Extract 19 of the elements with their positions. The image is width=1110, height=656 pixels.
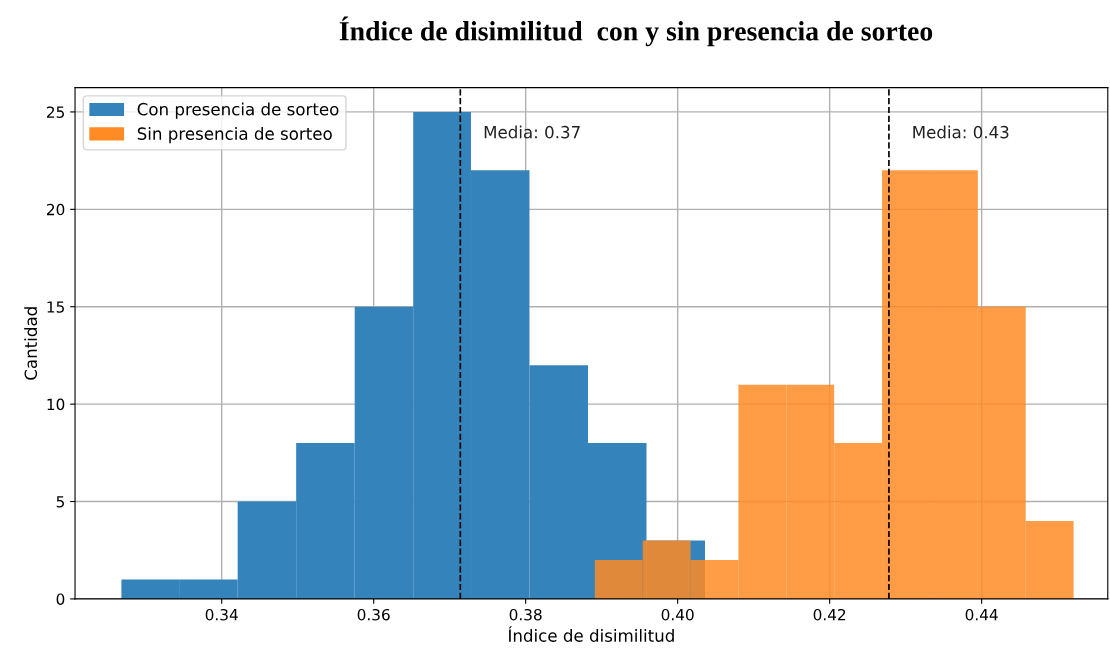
- x-tick-label: 0.34: [205, 608, 238, 621]
- y-tick-label: 0: [56, 593, 65, 605]
- y-tick-label: 15: [47, 301, 64, 313]
- y-tick-label: 25: [46, 106, 64, 118]
- x-tick-label: 0.38: [509, 608, 542, 621]
- legend-label: Con presencia de sorteo: [137, 102, 339, 119]
- y-tick-label: 20: [46, 203, 65, 216]
- x-tick-label: 0.42: [813, 608, 846, 621]
- legend-label: Sin presencia de sorteo: [137, 127, 332, 144]
- ref-line-label: Media: 0.37: [484, 125, 580, 139]
- x-axis-title: Índice de disimilitud: [508, 626, 674, 642]
- chart-title: Índice de disimilitud con y sin presencia de sorteo: [339, 16, 933, 47]
- ref-line-label: Media: 0.43: [913, 125, 1009, 139]
- x-tick-label: 0.36: [357, 608, 390, 621]
- y-tick-label: 10: [47, 398, 65, 411]
- x-tick-label: 0.44: [965, 608, 998, 621]
- y-axis-title: Cantidad: [24, 307, 38, 380]
- y-tick-label: 5: [56, 496, 64, 508]
- x-tick-label: 0.40: [661, 608, 694, 621]
